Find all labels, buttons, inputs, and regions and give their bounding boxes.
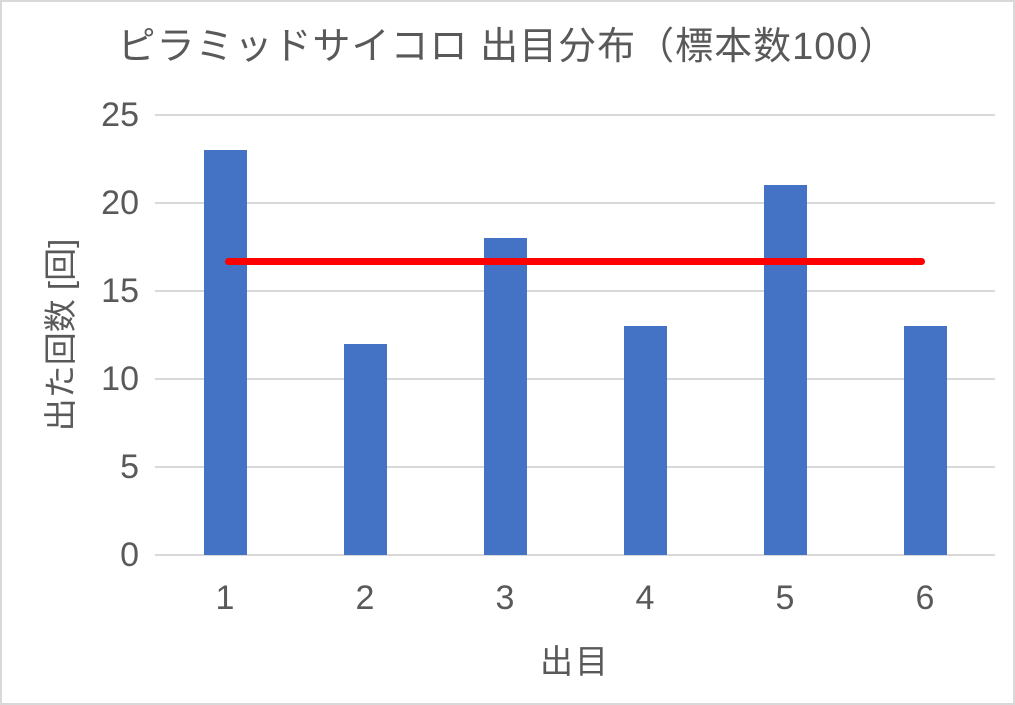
gridline-y-5 [155,466,995,468]
bar-category-4 [623,326,667,555]
x-tick-label: 2 [355,579,375,617]
bar-category-6 [903,326,947,555]
bar-category-3 [483,238,527,555]
x-axis-title: 出目 [540,643,610,680]
bar-category-1 [203,150,247,555]
x-tick-label: 6 [915,579,935,617]
y-tick-label: 15 [101,272,139,310]
gridline-y-15 [155,290,995,292]
reference-line [225,258,925,266]
x-tick-label: 3 [495,579,515,617]
y-axis-title: 出た回数 [回] [42,238,79,432]
gridline-y-0 [155,554,995,556]
x-tick-label: 5 [775,579,795,617]
y-tick-label: 20 [101,184,139,222]
gridline-y-10 [155,378,995,380]
y-tick-label: 25 [101,96,139,134]
y-tick-label: 10 [101,360,139,398]
gridline-y-25 [155,114,995,116]
x-tick-label: 1 [215,579,235,617]
bar-category-2 [343,343,387,555]
bar-category-5 [763,185,807,555]
x-tick-label: 4 [635,579,655,617]
gridline-y-20 [155,202,995,204]
y-tick-label: 5 [120,448,139,486]
chart-title: ピラミッドサイコロ 出目分布（標本数100） [117,26,898,68]
y-tick-label: 0 [120,536,139,574]
